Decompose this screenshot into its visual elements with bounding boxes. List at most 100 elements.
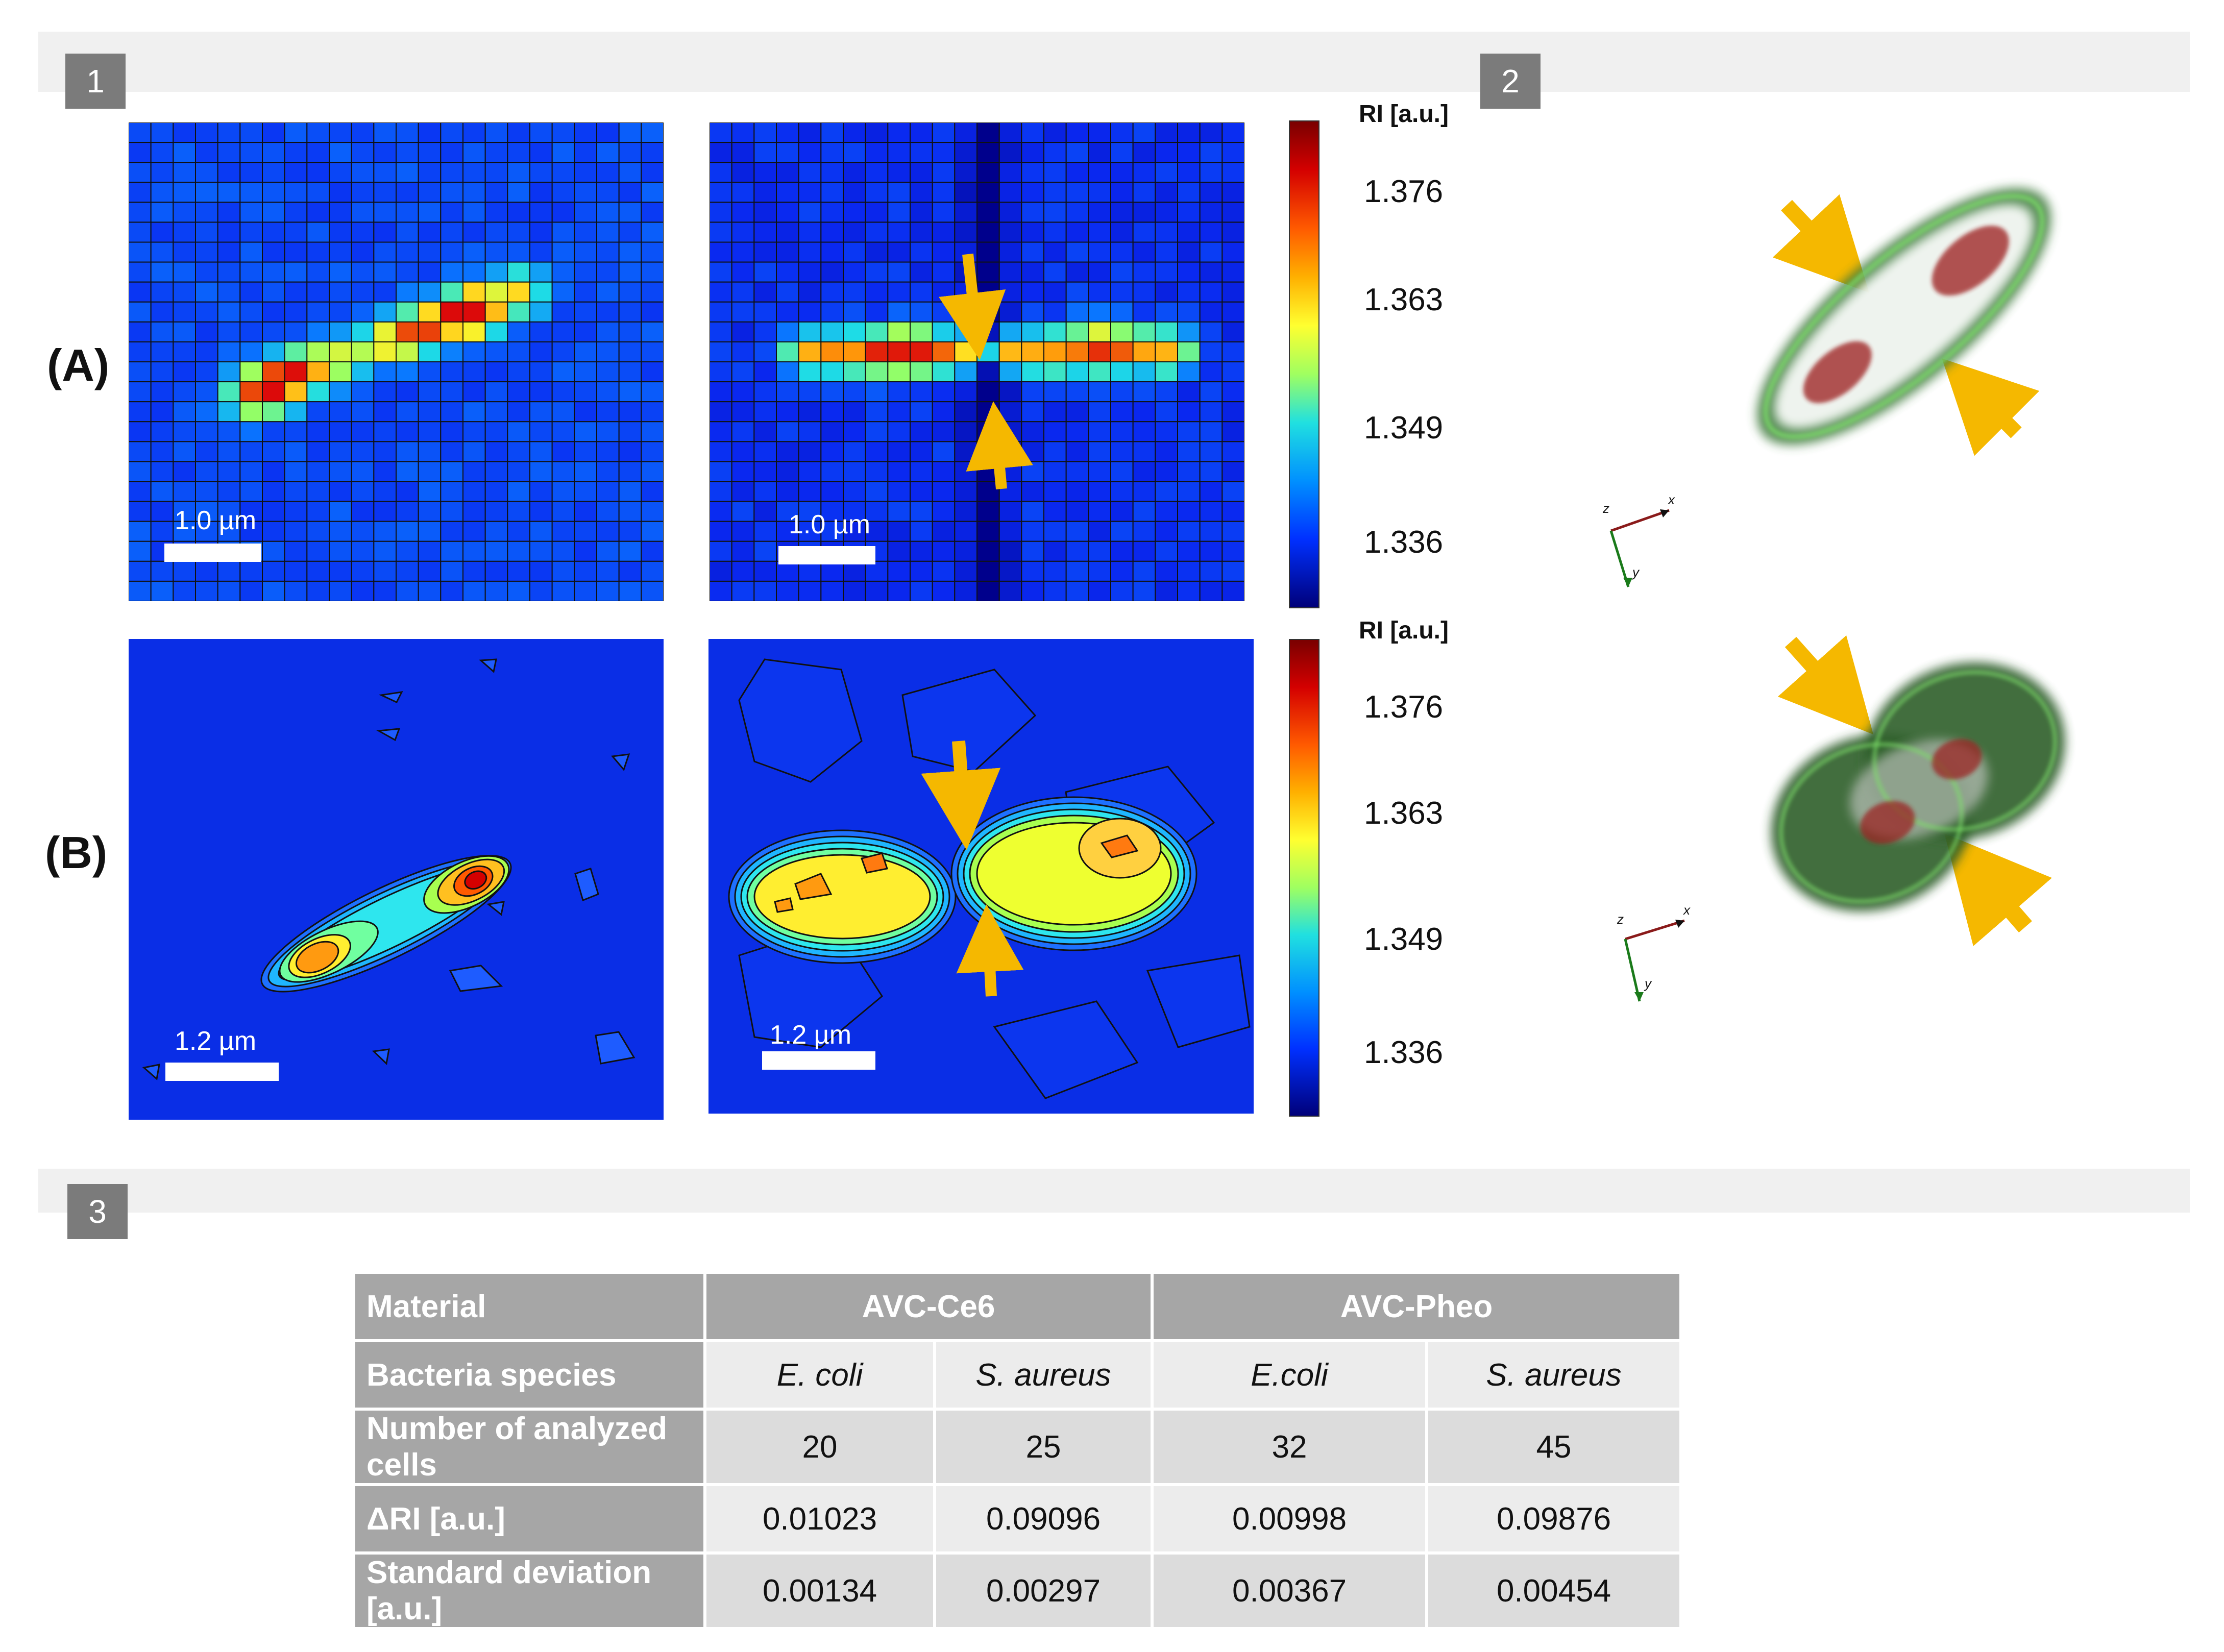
grid-pixel (910, 321, 933, 342)
grid-pixel (373, 521, 397, 542)
grid-pixel (195, 481, 218, 502)
grid-pixel (373, 241, 397, 263)
grid-pixel (1132, 341, 1156, 362)
grid-pixel (1155, 221, 1178, 243)
grid-pixel (596, 580, 620, 601)
grid-pixel (329, 381, 352, 403)
grid-pixel (440, 381, 463, 403)
grid-pixel (954, 540, 978, 562)
grid-pixel (150, 421, 174, 442)
grid-pixel (731, 580, 755, 601)
grid-pixel (865, 441, 889, 462)
grid-pixel (284, 301, 308, 323)
grid-pixel (618, 182, 642, 203)
colorbar-a-title: RI [a.u.] (1359, 101, 1449, 128)
colorbar-b-tick-3: 1.349 (1364, 922, 1444, 957)
grid-pixel (440, 221, 463, 243)
grid-pixel (843, 281, 866, 303)
grid-pixel (910, 501, 933, 522)
grid-pixel (195, 361, 218, 383)
grid-pixel (954, 221, 978, 243)
grid-pixel (1199, 162, 1223, 183)
grid-pixel (551, 361, 575, 383)
grid-pixel (462, 221, 486, 243)
grid-pixel (284, 221, 308, 243)
grid-pixel (753, 341, 777, 362)
grid-pixel (173, 142, 197, 163)
grid-pixel (887, 221, 911, 243)
grid-pixel (1065, 321, 1089, 342)
table-row: ΔRI [a.u.] 0.01023 0.09096 0.00998 0.098… (355, 1486, 1679, 1551)
grid-pixel (529, 401, 553, 423)
grid-pixel (150, 441, 174, 462)
grid-pixel (173, 560, 197, 582)
grid-pixel (195, 421, 218, 442)
grid-pixel (887, 321, 911, 342)
grid-pixel (710, 381, 732, 403)
grid-pixel (1043, 221, 1067, 243)
grid-pixel (1177, 241, 1201, 263)
grid-pixel (507, 122, 530, 143)
grid-pixel (173, 481, 197, 502)
grid-pixel (910, 182, 933, 203)
grid-pixel (798, 281, 822, 303)
grid-pixel (820, 461, 844, 482)
grid-pixel (195, 162, 218, 183)
grid-pixel (1177, 521, 1201, 542)
grid-pixel (284, 142, 308, 163)
grid-pixel (1021, 481, 1044, 502)
grid-pixel (731, 421, 755, 442)
grid-pixel (195, 461, 218, 482)
grid-pixel (1177, 221, 1201, 243)
grid-pixel (820, 182, 844, 203)
grid-pixel (998, 461, 1022, 482)
grid-pixel (551, 461, 575, 482)
grid-pixel (329, 421, 352, 442)
grid-pixel (998, 281, 1022, 303)
grid-pixel (306, 122, 330, 143)
grid-pixel (529, 321, 553, 342)
grid-pixel (440, 501, 463, 522)
grid-pixel (932, 421, 956, 442)
grid-pixel (284, 241, 308, 263)
grid-pixel (217, 421, 241, 442)
grid-pixel (551, 301, 575, 323)
grid-pixel (932, 540, 956, 562)
grid-pixel (1021, 142, 1044, 163)
grid-pixel (887, 521, 911, 542)
grid-pixel (262, 221, 285, 243)
grid-pixel (976, 441, 1000, 462)
grid-pixel (753, 421, 777, 442)
grid-pixel (932, 560, 956, 582)
grid-pixel (932, 501, 956, 522)
grid-pixel (753, 162, 777, 183)
grid-pixel (865, 341, 889, 362)
grid-pixel (150, 202, 174, 223)
grid-pixel (418, 281, 442, 303)
grid-pixel (329, 461, 352, 482)
grid-pixel (129, 521, 152, 542)
grid-pixel (507, 341, 530, 362)
grid-pixel (776, 241, 799, 263)
grid-pixel (129, 182, 152, 203)
grid-pixel (262, 421, 285, 442)
grid-pixel (373, 162, 397, 183)
grid-pixel (641, 521, 664, 542)
grid-pixel (1132, 540, 1156, 562)
grid-pixel (150, 182, 174, 203)
grid-pixel (373, 481, 397, 502)
grid-pixel (129, 481, 152, 502)
grid-pixel (1199, 580, 1223, 601)
grid-pixel (998, 261, 1022, 283)
grid-pixel (976, 501, 1000, 522)
grid-pixel (1065, 261, 1089, 283)
grid-pixel (887, 481, 911, 502)
grid-pixel (865, 301, 889, 323)
grid-pixel (753, 202, 777, 223)
grid-pixel (954, 321, 978, 342)
grid-pixel (820, 162, 844, 183)
grid-pixel (373, 540, 397, 562)
grid-pixel (932, 281, 956, 303)
grid-pixel (1088, 301, 1111, 323)
grid-pixel (150, 321, 174, 342)
